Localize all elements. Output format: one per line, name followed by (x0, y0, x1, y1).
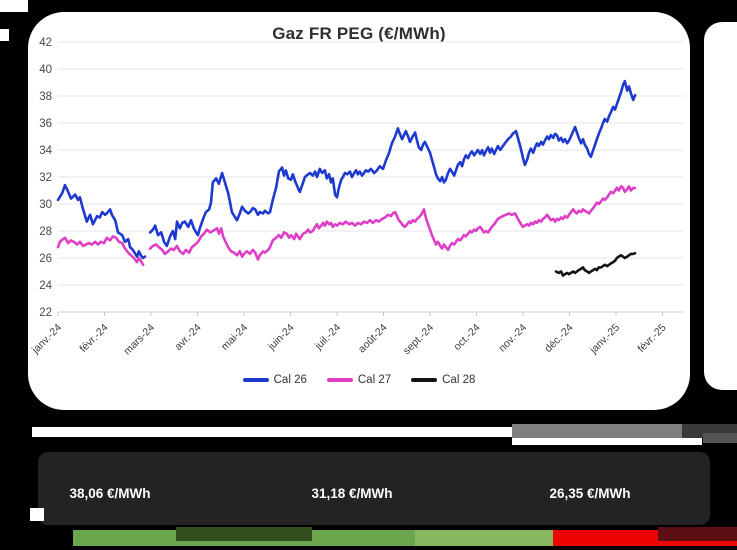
cropped-card-fragment-left (0, 29, 9, 41)
legend-label-cal28: Cal 28 (442, 374, 476, 386)
svg-text:nov.-24: nov.-24 (496, 322, 529, 355)
legend-label-cal27: Cal 27 (357, 374, 392, 386)
svg-text:40: 40 (39, 64, 52, 76)
svg-text:avr.-24: avr.-24 (172, 322, 203, 353)
svg-text:oct.-24: oct.-24 (451, 322, 482, 353)
svg-text:févr.-25: févr.-25 (635, 322, 668, 355)
svg-text:36: 36 (39, 118, 52, 130)
legend-item-cal28[interactable]: Cal 28 (411, 374, 475, 386)
legend-item-cal26[interactable]: Cal 26 (242, 374, 307, 386)
cal28-line-swatch (411, 378, 438, 382)
svg-text:38: 38 (39, 91, 52, 103)
svg-text:24: 24 (39, 280, 52, 292)
legend-item-cal27[interactable]: Cal 27 (326, 374, 392, 386)
svg-text:sept.-24: sept.-24 (401, 322, 436, 357)
svg-text:26: 26 (39, 253, 52, 265)
legend-label-cal26: Cal 26 (273, 374, 307, 386)
cropped-white-notch (30, 508, 44, 521)
svg-text:août-24: août-24 (356, 322, 390, 356)
price-summary-panel: 38,06 €/MWh 31,18 €/MWh 26,35 €/MWh (38, 452, 710, 525)
performance-strip-segment (176, 527, 312, 541)
svg-text:42: 42 (39, 37, 52, 49)
cropped-gray-patch (703, 433, 737, 443)
performance-strip-segment (415, 530, 553, 546)
svg-text:janv.-25: janv.-25 (587, 322, 622, 357)
cropped-card-fragment-top-left (0, 0, 28, 12)
svg-text:30: 30 (39, 199, 52, 211)
svg-text:juin-24: juin-24 (265, 322, 297, 354)
kpi-cal28-price: 26,35 €/MWh (549, 486, 631, 501)
price-line-chart: 22 24 26 28 30 32 34 36 38 40 42 janv.-24 févr.-24 ma… (29, 37, 683, 358)
svg-text:juil.-24: juil.-24 (312, 322, 343, 353)
adjacent-card-fragment (704, 22, 737, 390)
cropped-white-strip (32, 427, 512, 437)
svg-text:févr.-24: févr.-24 (77, 322, 110, 355)
svg-text:32: 32 (39, 172, 52, 184)
cal26-line-swatch (242, 378, 269, 382)
svg-text:janv.-24: janv.-24 (29, 322, 64, 357)
performance-strip-segment (658, 527, 737, 541)
cropped-white-strip-2 (512, 438, 702, 445)
chart-legend: Cal 26 Cal 27 Cal 28 (28, 374, 690, 386)
svg-text:34: 34 (39, 145, 52, 157)
svg-text:22: 22 (39, 307, 52, 319)
svg-text:déc.-24: déc.-24 (542, 322, 575, 355)
kpi-cal27-price: 31,18 €/MWh (311, 486, 393, 501)
gas-price-chart-card: Gaz FR PEG (€/MWh) 22 24 26 28 30 32 34 36 38 40 4… (28, 12, 690, 410)
kpi-cal26-price: 38,06 €/MWh (69, 486, 151, 501)
cropped-gray-bar (512, 424, 682, 438)
svg-text:28: 28 (39, 226, 52, 238)
cal27-line-swatch (326, 378, 353, 382)
svg-text:mai-24: mai-24 (219, 322, 250, 353)
chart-title: Gaz FR PEG (€/MWh) (272, 24, 446, 43)
svg-text:mars-24: mars-24 (121, 322, 157, 358)
